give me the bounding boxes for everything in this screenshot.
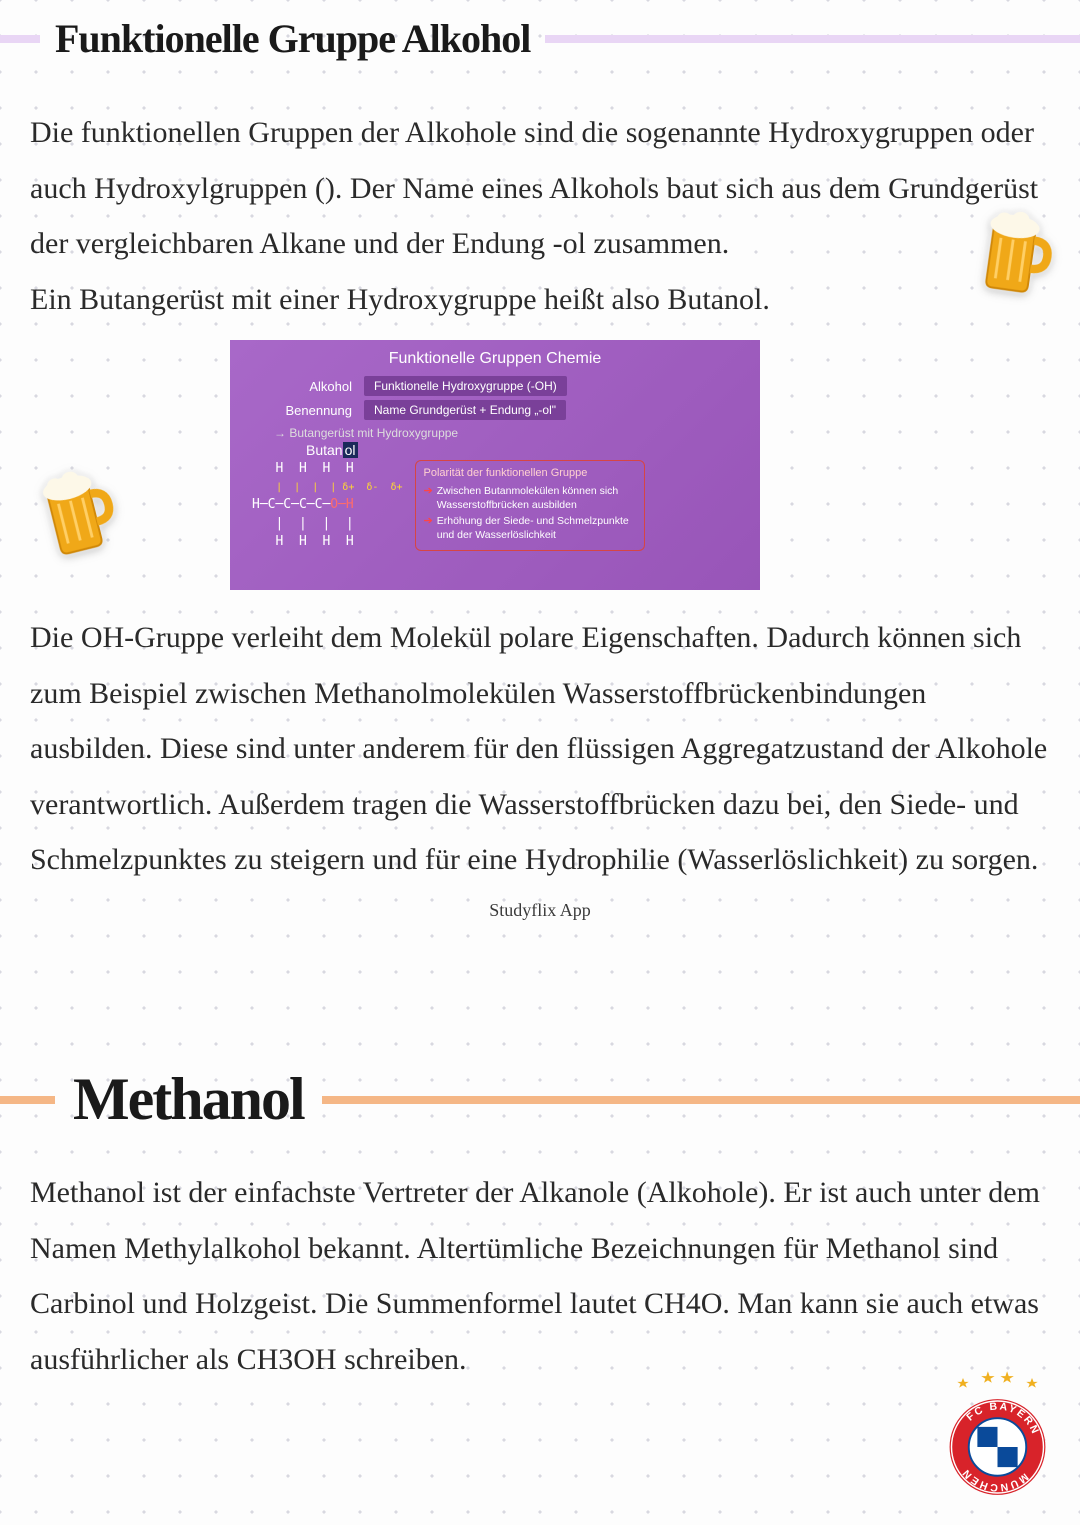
molecule-name: Butanol (306, 442, 746, 458)
section2-heading-bar: Methanol (0, 1065, 1080, 1134)
header-accent-right (545, 35, 1080, 43)
diagram-arrow-text: → Butangerüst mit Hydroxygruppe (274, 426, 746, 440)
section2-heading: Methanol (55, 1065, 322, 1134)
polarity-box: Polarität der funktionellen Gruppe ➔Zwis… (415, 460, 645, 551)
molecule-stem: Butan (306, 442, 343, 458)
molecule-suffix: ol (343, 442, 358, 458)
section2-paragraph: Methanol ist der einfachste Vertreter de… (30, 1165, 1050, 1387)
header2-accent-left (0, 1096, 55, 1104)
section1-heading-bar: Funktionelle Gruppe Alkohol (0, 15, 1080, 62)
diagram-row1-value: Funktionelle Hydroxygruppe (-OH) (364, 376, 567, 396)
polarity-title: Polarität der funktionellen Gruppe (424, 466, 636, 481)
fc-bayern-logo-icon: FC BAYERN MÜNCHEN (940, 1370, 1055, 1500)
section1-heading: Funktionelle Gruppe Alkohol (40, 15, 545, 62)
header-accent-left (0, 35, 40, 43)
section1-paragraph2: Die OH-Gruppe verleiht dem Molekül polar… (30, 610, 1050, 888)
diagram-row1-label: Alkohol (244, 379, 364, 394)
polarity-item-2: ➔Erhöhung der Siede- und Schmelzpunkte u… (424, 514, 636, 542)
diagram-row2-label: Benennung (244, 403, 364, 418)
section1-paragraph1: Die funktionellen Gruppen der Alkohole s… (30, 105, 1050, 327)
chemistry-diagram: Funktionelle Gruppen Chemie Alkohol Funk… (230, 340, 760, 590)
header2-accent-right (322, 1096, 1080, 1104)
diagram-title: Funktionelle Gruppen Chemie (244, 350, 746, 368)
beer-mug-icon (25, 452, 126, 564)
image-caption: Studyflix App (0, 900, 1080, 921)
molecule-structure: H H H H | | | | δ+ δ- δ+ H─C─C─C─C─O─H |… (252, 460, 403, 551)
polarity-item-1: ➔Zwischen Butanmolekülen können sich Was… (424, 484, 636, 512)
diagram-row-benennung: Benennung Name Grundgerüst + Endung „-ol… (244, 400, 746, 420)
diagram-bottom-row: H H H H | | | | δ+ δ- δ+ H─C─C─C─C─O─H |… (244, 460, 746, 551)
diagram-row2-value: Name Grundgerüst + Endung „-ol" (364, 400, 566, 420)
diagram-row-alkohol: Alkohol Funktionelle Hydroxygruppe (-OH) (244, 376, 746, 396)
beer-mug-icon (969, 195, 1061, 300)
